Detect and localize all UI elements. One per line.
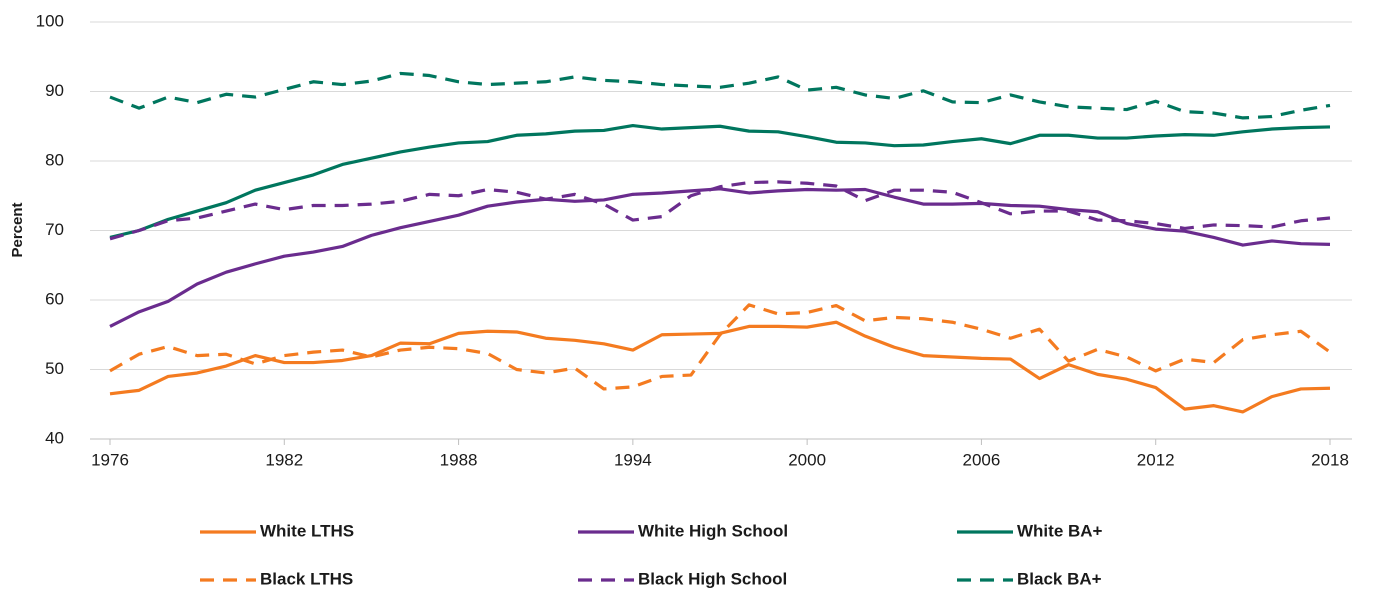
x-tick-label: 2012 <box>1137 450 1175 469</box>
y-tick-label: 40 <box>45 428 64 447</box>
x-tick-label: 1982 <box>265 450 303 469</box>
series-line <box>109 123 1331 240</box>
series-line <box>109 180 1331 241</box>
y-tick-label: 60 <box>45 289 64 308</box>
y-tick-label: 70 <box>45 220 64 239</box>
y-tick-label: 90 <box>45 81 64 100</box>
legend-label: White High School <box>638 521 788 540</box>
x-tick-label: 1976 <box>91 450 129 469</box>
legend-label: White BA+ <box>1017 521 1103 540</box>
y-tick-label: 50 <box>45 359 64 378</box>
legend-label: White LTHS <box>260 521 354 540</box>
series-line <box>109 71 1331 120</box>
x-tick-label: 2018 <box>1311 450 1349 469</box>
x-tick-label: 1988 <box>440 450 478 469</box>
legend-label: Black High School <box>638 569 787 588</box>
x-tick-label: 2006 <box>963 450 1001 469</box>
series-line <box>109 187 1331 328</box>
x-tick-label: 2000 <box>788 450 826 469</box>
legend-label: Black LTHS <box>260 569 353 588</box>
y-tick-label: 80 <box>45 150 64 169</box>
x-tick-label: 1994 <box>614 450 652 469</box>
series-line <box>109 303 1331 391</box>
legend-label: Black BA+ <box>1017 569 1102 588</box>
y-tick-label: 100 <box>36 11 64 30</box>
y-axis-title: Percent <box>9 202 26 257</box>
